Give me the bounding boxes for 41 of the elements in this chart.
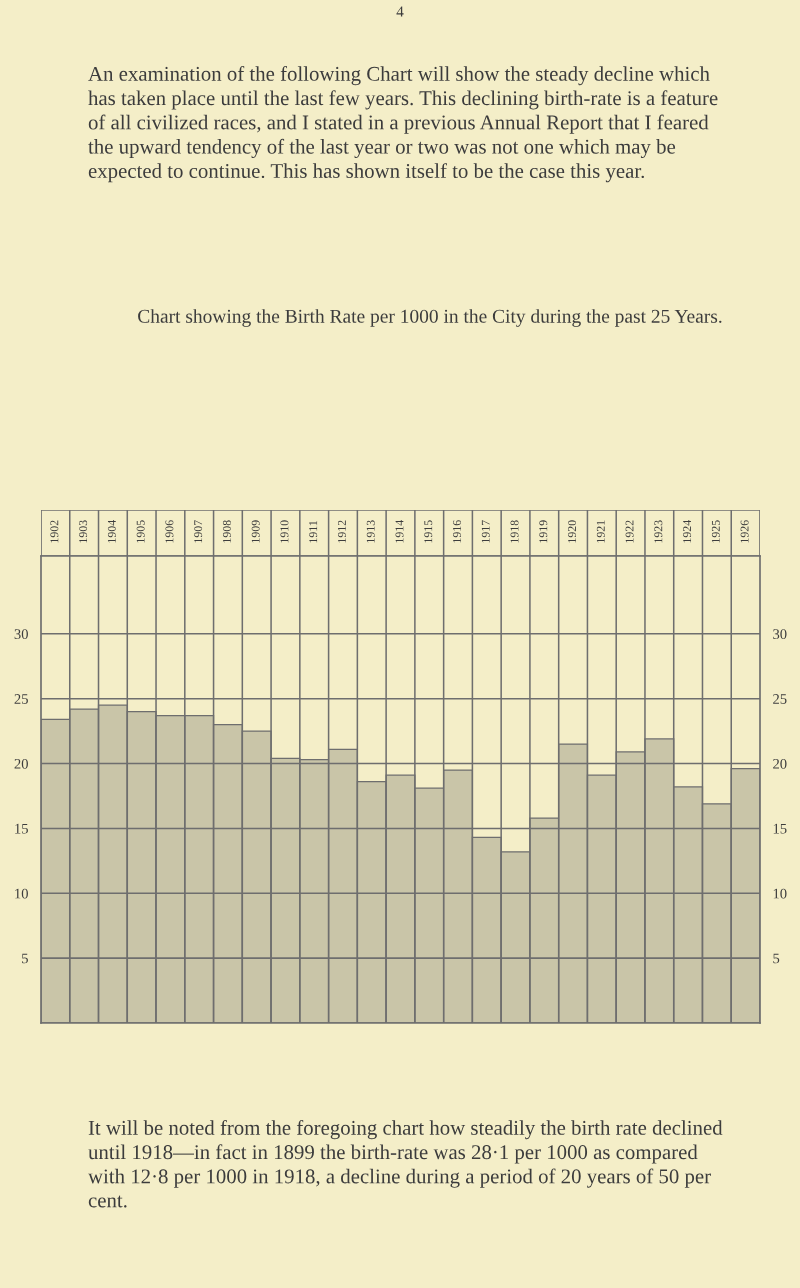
x-tick-label: 1925 — [711, 520, 720, 543]
x-tick-label: 1910 — [280, 520, 289, 543]
x-tick-label: 1920 — [568, 520, 577, 543]
y-tick-label: 15 — [15, 823, 28, 834]
x-tick-label: 1915 — [424, 520, 433, 543]
y2-tick-label: 25 — [773, 694, 787, 704]
x-tick-label: 1923 — [654, 520, 663, 543]
x-tick-label: 1902 — [50, 520, 59, 543]
text: An examination of the following Chart will show the steady decline which has taken place until the last few years. This declining birth-rate is a feature of all civilized races, and I stated in a previous Annual Report that I feared the upward tendency of the last year or two was not one which may be expected to continue. This has shown itself to be the case this year. — [88, 66, 718, 183]
x-tick-label: 1924 — [683, 520, 692, 543]
x-tick-label: 1922 — [625, 520, 634, 543]
x-tick-label: 1909 — [251, 520, 260, 543]
y-tick-label: 20 — [14, 758, 28, 769]
x-tick-label: 1904 — [107, 520, 116, 543]
y-tick-label: 10 — [15, 888, 28, 899]
x-tick-label: 1916 — [453, 520, 461, 543]
x-tick-label: 1906 — [165, 520, 174, 543]
y-tick-label: 30 — [14, 629, 28, 640]
x-tick-label: 1907 — [194, 520, 203, 543]
x-tick-label: 1918 — [510, 520, 519, 543]
x-tick-label: 1926 — [740, 520, 749, 543]
y2-tick-label: 10 — [773, 888, 787, 899]
y2-tick-label: 5 — [773, 953, 780, 964]
x-tick-label: 1921 — [596, 520, 605, 543]
x-tick-label: 1905 — [136, 520, 145, 543]
x-tick-label: 1911 — [309, 521, 318, 543]
x-tick-label: 1919 — [539, 520, 548, 543]
y-tick-label: 5 — [22, 953, 28, 964]
x-tick-label: 1917 — [481, 520, 490, 543]
x-tick-label: 1912 — [338, 520, 346, 543]
x-tick-label: 1908 — [222, 520, 231, 543]
y-tick-label: 25 — [14, 694, 28, 704]
y2-tick-label: 15 — [773, 823, 787, 834]
text: It will be noted from the foregoing chart how steadily the birth rate declined until 1918—in fact in 1899 the birth-rate was 28·1 per 1000 as compared with 12·8 per 1000 in 1918, a decline during a period of 20 years of 50 per cent. — [88, 1120, 723, 1208]
text: 4 — [396, 6, 404, 17]
x-tick-label: 1903 — [79, 520, 88, 543]
chart-title: Chart showing the Birth Rate per 1000 in the City during the past 25 Years. — [138, 309, 722, 327]
x-tick-label: 1914 — [395, 520, 404, 543]
y2-tick-label: 30 — [773, 629, 787, 640]
x-tick-label: 1913 — [366, 520, 375, 543]
y2-tick-label: 20 — [773, 758, 787, 769]
